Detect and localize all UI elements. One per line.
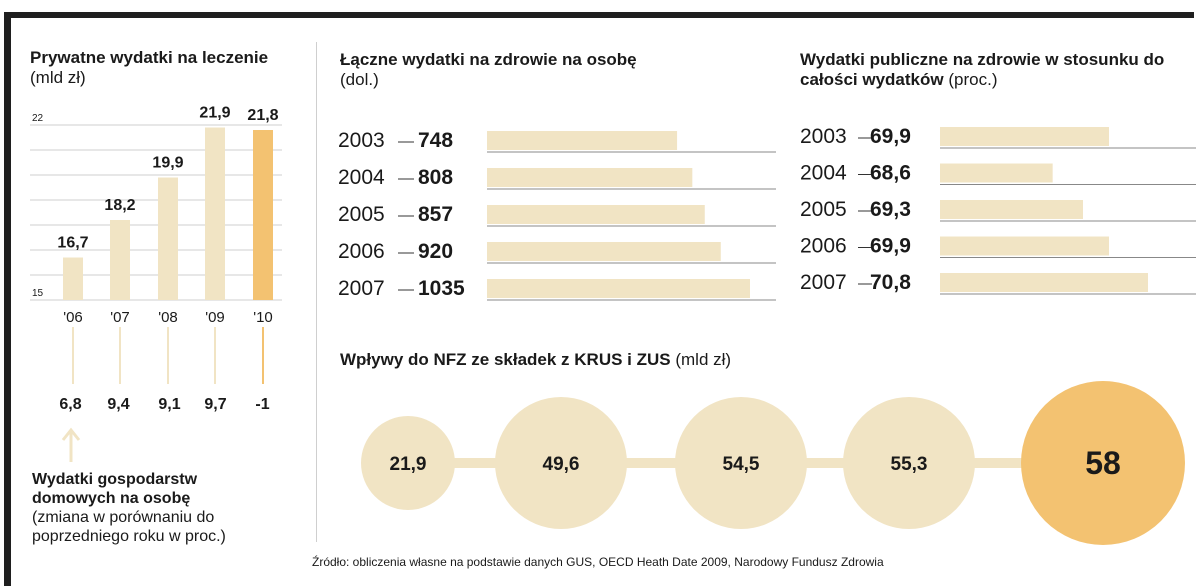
row-year-label: 2003	[338, 129, 385, 152]
total-spending-title: Łączne wydatki na zdrowie na osobę (dol.…	[340, 50, 640, 90]
bar	[158, 177, 178, 300]
row-bar	[940, 163, 1053, 183]
private-spending-title: Prywatne wydatki na leczenie (mld zł)	[30, 48, 290, 88]
x-tick-label: '09	[205, 309, 225, 326]
household-description: Wydatki gospodarstw domowych na osobę (z…	[32, 470, 272, 546]
household-note: (zmiana w porównaniu do poprzedniego rok…	[32, 509, 226, 545]
row-value-label: 69,9	[870, 235, 911, 258]
arrow-up-icon	[61, 427, 81, 462]
y-tick-label: 15	[32, 288, 44, 299]
x-tick-label: '06	[63, 309, 83, 326]
bubble-value-label: 55,3	[891, 454, 928, 475]
row-bar	[487, 279, 750, 298]
household-change-2006: 6,8	[59, 396, 82, 413]
row-value-label: 68,6	[870, 162, 911, 185]
row-year-label: 2007	[338, 277, 385, 300]
row-year-label: 2004	[338, 166, 385, 189]
bubble	[843, 397, 975, 529]
row-value-label: 920	[418, 240, 453, 263]
private-spending-unit: (mld zł)	[30, 68, 86, 87]
private-spending-title-text: Prywatne wydatki na leczenie	[30, 48, 269, 67]
frame-left-bar	[4, 12, 11, 586]
bubble	[675, 397, 807, 529]
row-year-label: 2006	[800, 235, 847, 258]
x-tick-label: '10	[253, 309, 273, 326]
bubble-value-label: 49,6	[543, 454, 580, 475]
bubble-value-label: 21,9	[390, 454, 427, 475]
public-share-title: Wydatki publiczne na zdrowie w stosunku …	[800, 50, 1180, 90]
row-value-label: 748	[418, 129, 453, 152]
household-change-2009: 9,7	[204, 396, 227, 413]
x-tick-label: '08	[158, 309, 178, 326]
row-bar	[487, 131, 678, 150]
total-spending-title-text: Łączne wydatki na zdrowie na osobę	[340, 50, 637, 69]
nfz-unit: (mld zł)	[675, 350, 732, 369]
column-separator	[316, 42, 317, 542]
row-bar	[487, 242, 721, 261]
bar-value-label: 18,2	[104, 197, 135, 214]
row-bar	[940, 200, 1083, 219]
bar-value-label: 21,9	[199, 105, 230, 122]
row-value-label: 857	[418, 203, 453, 226]
row-bar	[940, 236, 1109, 256]
bubble	[495, 397, 627, 529]
bar-value-label: 16,7	[57, 235, 88, 252]
row-value-label: 69,3	[870, 198, 911, 221]
nfz-title-text: Wpływy do NFZ ze składek z KRUS i ZUS	[340, 350, 671, 369]
bar	[110, 220, 130, 300]
private-spending-bar-chart: 15 22 16,7 '06 18,2 '07 19,9 '08 21,9 '09 21,8 '10	[30, 105, 282, 462]
row-value-label: 69,9	[870, 125, 911, 148]
bubble	[1021, 381, 1185, 545]
bubble-value-label: 54,5	[723, 454, 760, 475]
bar	[63, 257, 83, 300]
bubble	[361, 416, 455, 510]
row-value-label: 808	[418, 166, 453, 189]
household-change-2007: 9,4	[107, 396, 130, 413]
row-bar	[487, 168, 693, 187]
total-spending-unit: (dol.)	[340, 70, 379, 89]
public-share-title-text: Wydatki publiczne na zdrowie w stosunku …	[800, 50, 1165, 89]
bubble-value-label: 58	[1085, 445, 1121, 481]
row-year-label: 2007	[800, 271, 847, 294]
row-year-label: 2004	[800, 162, 847, 185]
source-note: Źródło: obliczenia własne na podstawie d…	[312, 555, 884, 569]
bar-value-label: 21,8	[247, 107, 278, 124]
row-value-label: 70,8	[870, 271, 911, 294]
y-tick-label: 22	[32, 113, 44, 124]
row-year-label: 2005	[338, 203, 385, 226]
row-year-label: 2003	[800, 125, 847, 148]
nfz-title: Wpływy do NFZ ze składek z KRUS i ZUS (m…	[340, 350, 840, 370]
row-value-label: 1035	[418, 277, 465, 300]
household-change-2008: 9,1	[158, 396, 181, 413]
row-bar	[940, 127, 1109, 146]
row-year-label: 2006	[338, 240, 385, 263]
household-title: Wydatki gospodarstw domowych na osobę	[32, 471, 198, 507]
row-bar	[940, 273, 1148, 292]
row-bar	[487, 205, 705, 224]
household-change-2010: -1	[255, 396, 270, 413]
x-tick-label: '07	[110, 309, 130, 326]
public-share-unit: (proc.)	[948, 70, 998, 89]
bar	[205, 127, 225, 300]
row-year-label: 2005	[800, 198, 847, 221]
bar-value-label: 19,9	[152, 155, 183, 172]
frame-top-bar	[4, 12, 1194, 18]
bar	[253, 130, 273, 300]
